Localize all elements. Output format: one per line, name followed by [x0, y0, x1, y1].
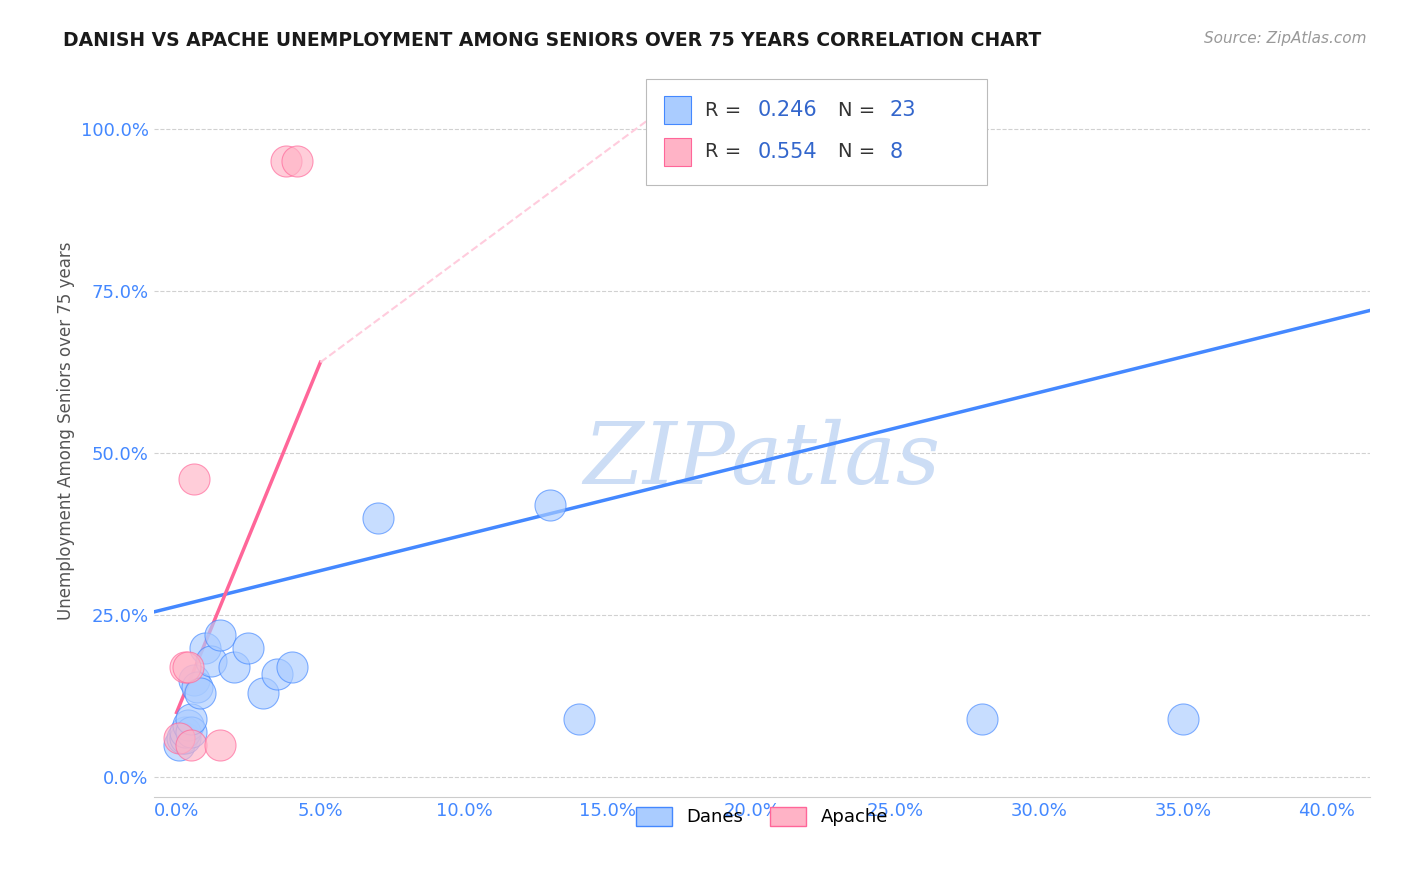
Point — [280, 660, 302, 674]
Legend: Danes, Apache: Danes, Apache — [627, 798, 897, 836]
Text: R =: R = — [704, 101, 747, 120]
Text: N =: N = — [838, 101, 882, 120]
Point — [274, 154, 297, 169]
Point — [285, 154, 308, 169]
Point — [367, 511, 389, 525]
Point — [194, 640, 217, 655]
Text: 23: 23 — [890, 100, 915, 120]
Point — [174, 725, 197, 739]
Point — [970, 712, 993, 726]
Text: Source: ZipAtlas.com: Source: ZipAtlas.com — [1204, 31, 1367, 46]
Point — [169, 738, 191, 752]
FancyBboxPatch shape — [665, 138, 692, 166]
Point — [186, 680, 208, 694]
Point — [568, 712, 591, 726]
Text: 0.246: 0.246 — [758, 100, 818, 120]
Text: R =: R = — [704, 143, 747, 161]
Point — [1171, 712, 1194, 726]
Text: 0.554: 0.554 — [758, 142, 818, 162]
Point — [183, 472, 205, 486]
Text: N =: N = — [838, 143, 882, 161]
Point — [174, 731, 197, 746]
Point — [177, 660, 200, 674]
Point — [177, 718, 200, 732]
Y-axis label: Unemployment Among Seniors over 75 years: Unemployment Among Seniors over 75 years — [58, 241, 75, 620]
Point — [208, 738, 231, 752]
Point — [208, 628, 231, 642]
Point — [266, 666, 288, 681]
Point — [188, 686, 211, 700]
Point — [172, 731, 194, 746]
Point — [180, 712, 202, 726]
Text: ZIPatlas: ZIPatlas — [583, 418, 941, 501]
Text: 8: 8 — [890, 142, 903, 162]
Point — [200, 654, 222, 668]
Point — [252, 686, 274, 700]
Text: DANISH VS APACHE UNEMPLOYMENT AMONG SENIORS OVER 75 YEARS CORRELATION CHART: DANISH VS APACHE UNEMPLOYMENT AMONG SENI… — [63, 31, 1042, 50]
Point — [183, 673, 205, 687]
Point — [238, 640, 260, 655]
Point — [169, 731, 191, 746]
FancyBboxPatch shape — [665, 96, 692, 124]
Point — [224, 660, 246, 674]
Point — [180, 725, 202, 739]
FancyBboxPatch shape — [647, 78, 987, 185]
Point — [538, 498, 561, 512]
Point — [174, 660, 197, 674]
Point — [180, 738, 202, 752]
